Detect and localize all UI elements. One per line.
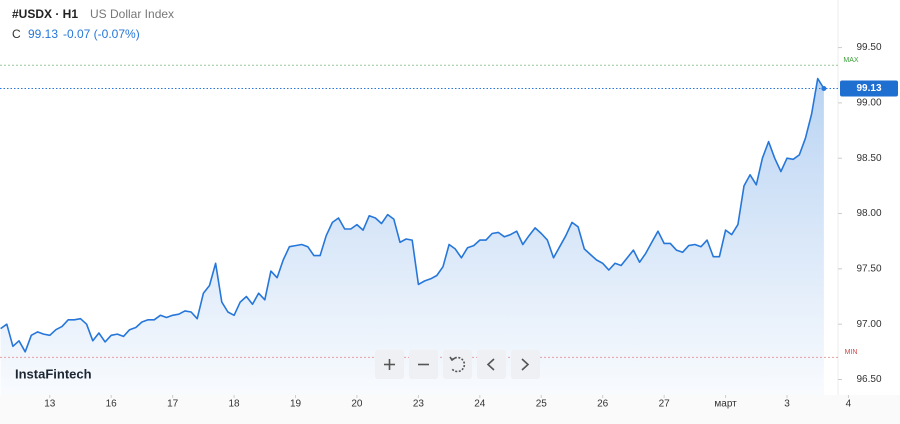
instrument-name: US Dollar Index [90, 7, 174, 21]
price-line [0, 77, 825, 353]
min-label: MIN [845, 349, 858, 356]
y-tick-label: 98.00 [856, 208, 881, 219]
y-tick-label: 99.50 [856, 42, 881, 53]
x-tick-label: 19 [290, 399, 302, 410]
x-tick-label: 25 [536, 399, 548, 410]
price-badge-label: 99.13 [856, 83, 881, 94]
price-badge [840, 80, 898, 97]
x-tick-label: 26 [597, 399, 609, 410]
scroll-left-button[interactable] [477, 350, 506, 379]
y-tick-label: 96.50 [856, 374, 881, 385]
x-tick-label: 24 [474, 399, 486, 410]
x-tick-label: 4 [846, 399, 852, 410]
x-tick-label: 18 [229, 399, 241, 410]
symbol: #USDX · H1 [12, 7, 78, 21]
y-tick-label: 99.00 [856, 98, 881, 109]
y-tick-label: 98.50 [856, 153, 881, 164]
x-tick-label: март [714, 399, 737, 410]
scroll-right-button[interactable] [511, 350, 540, 379]
change: -0.07 (-0.07%) [63, 27, 140, 41]
close-label: C [12, 27, 21, 41]
x-tick-label: 27 [659, 399, 671, 410]
plot [0, 64, 838, 395]
reset-button[interactable] [443, 350, 472, 379]
zoom-in-button[interactable] [375, 350, 404, 379]
x-tick-label: 23 [413, 399, 425, 410]
zoom-out-button[interactable] [409, 350, 438, 379]
x-tick-label: 20 [351, 399, 363, 410]
close-value: 99.13 [28, 27, 58, 41]
last-point [821, 86, 827, 92]
y-tick-label: 97.00 [856, 319, 881, 330]
x-tick-label: 16 [106, 399, 118, 410]
x-tick-label: 3 [784, 399, 790, 410]
brand: InstaFintech [15, 366, 92, 381]
y-tick-label: 97.50 [856, 264, 881, 275]
area [0, 78, 824, 395]
x-tick-label: 17 [167, 399, 179, 410]
x-tick-label: 13 [44, 399, 56, 410]
x-axis-band [0, 395, 900, 424]
max-label: MAX [843, 57, 859, 64]
